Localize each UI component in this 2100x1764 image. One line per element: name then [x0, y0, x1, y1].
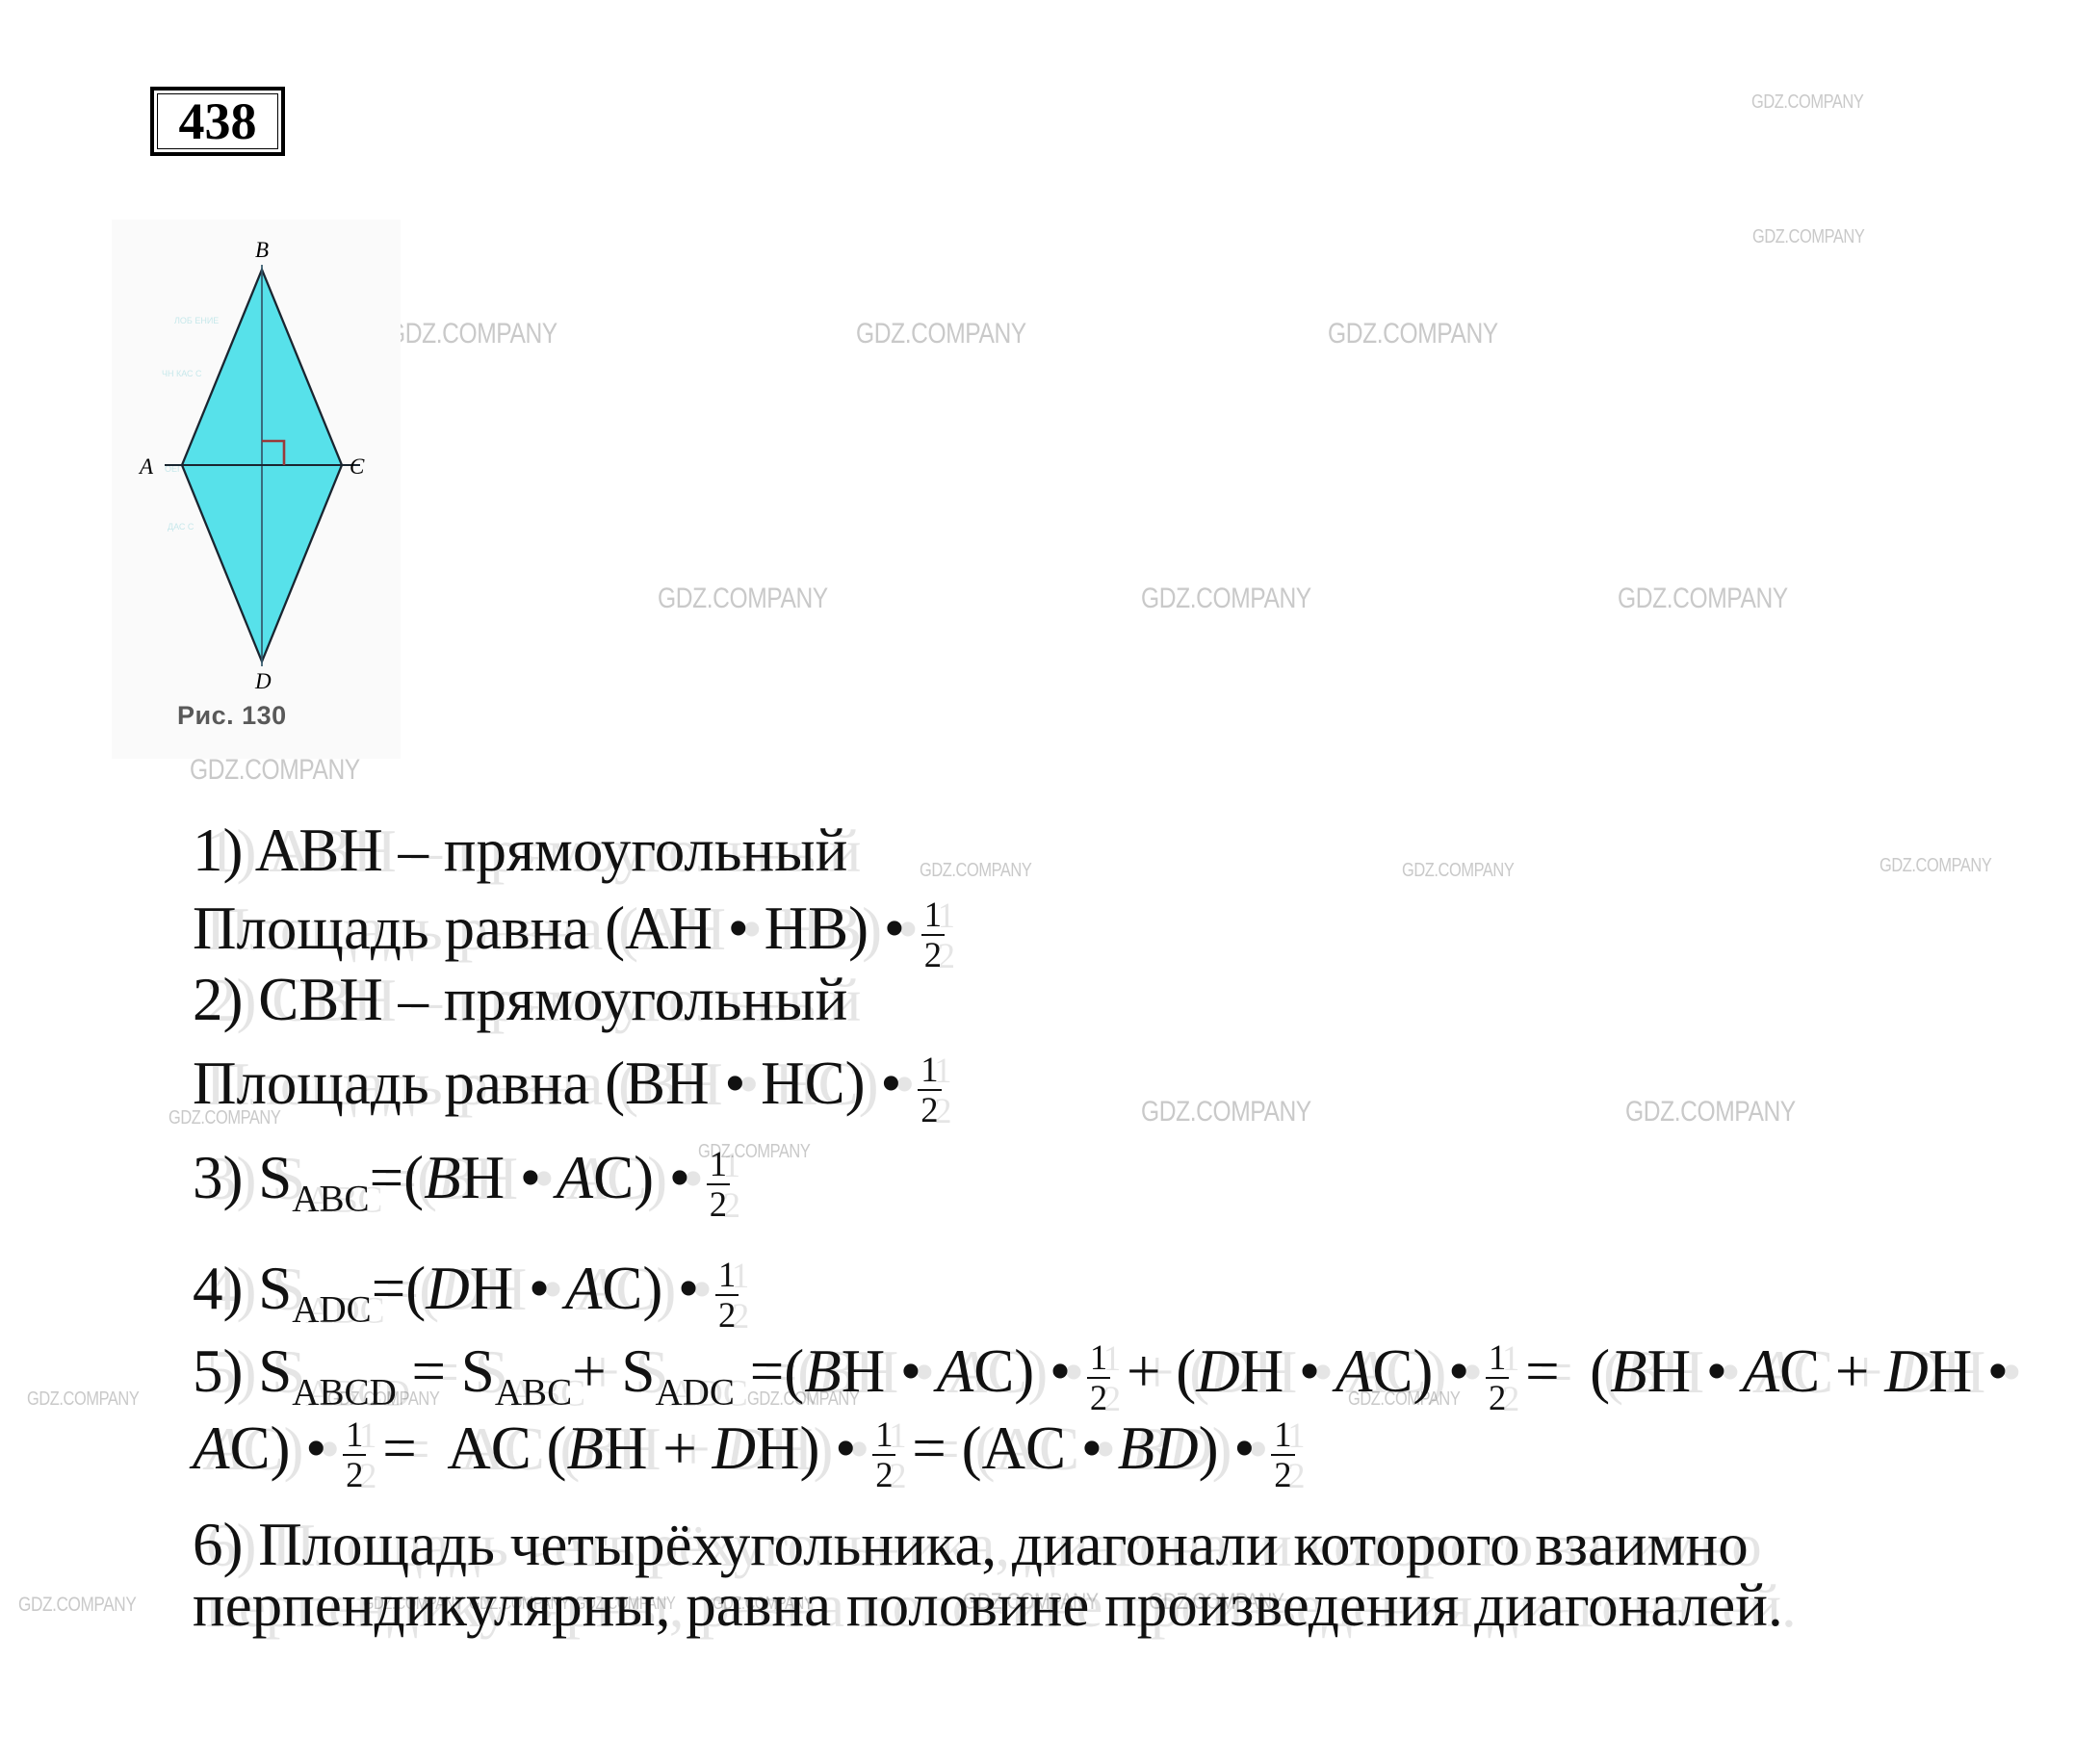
svg-text:A: A — [138, 454, 154, 479]
svg-text:D: D — [254, 669, 272, 693]
svg-text:ЧН КАС С: ЧН КАС С — [162, 369, 202, 378]
svg-text:ЛОБ ЕНИЕ: ЛОБ ЕНИЕ — [174, 316, 219, 325]
svg-text:B: B — [255, 238, 269, 262]
svg-text:ДАС С: ДАС С — [168, 522, 194, 532]
svg-text:C: C — [350, 454, 365, 479]
